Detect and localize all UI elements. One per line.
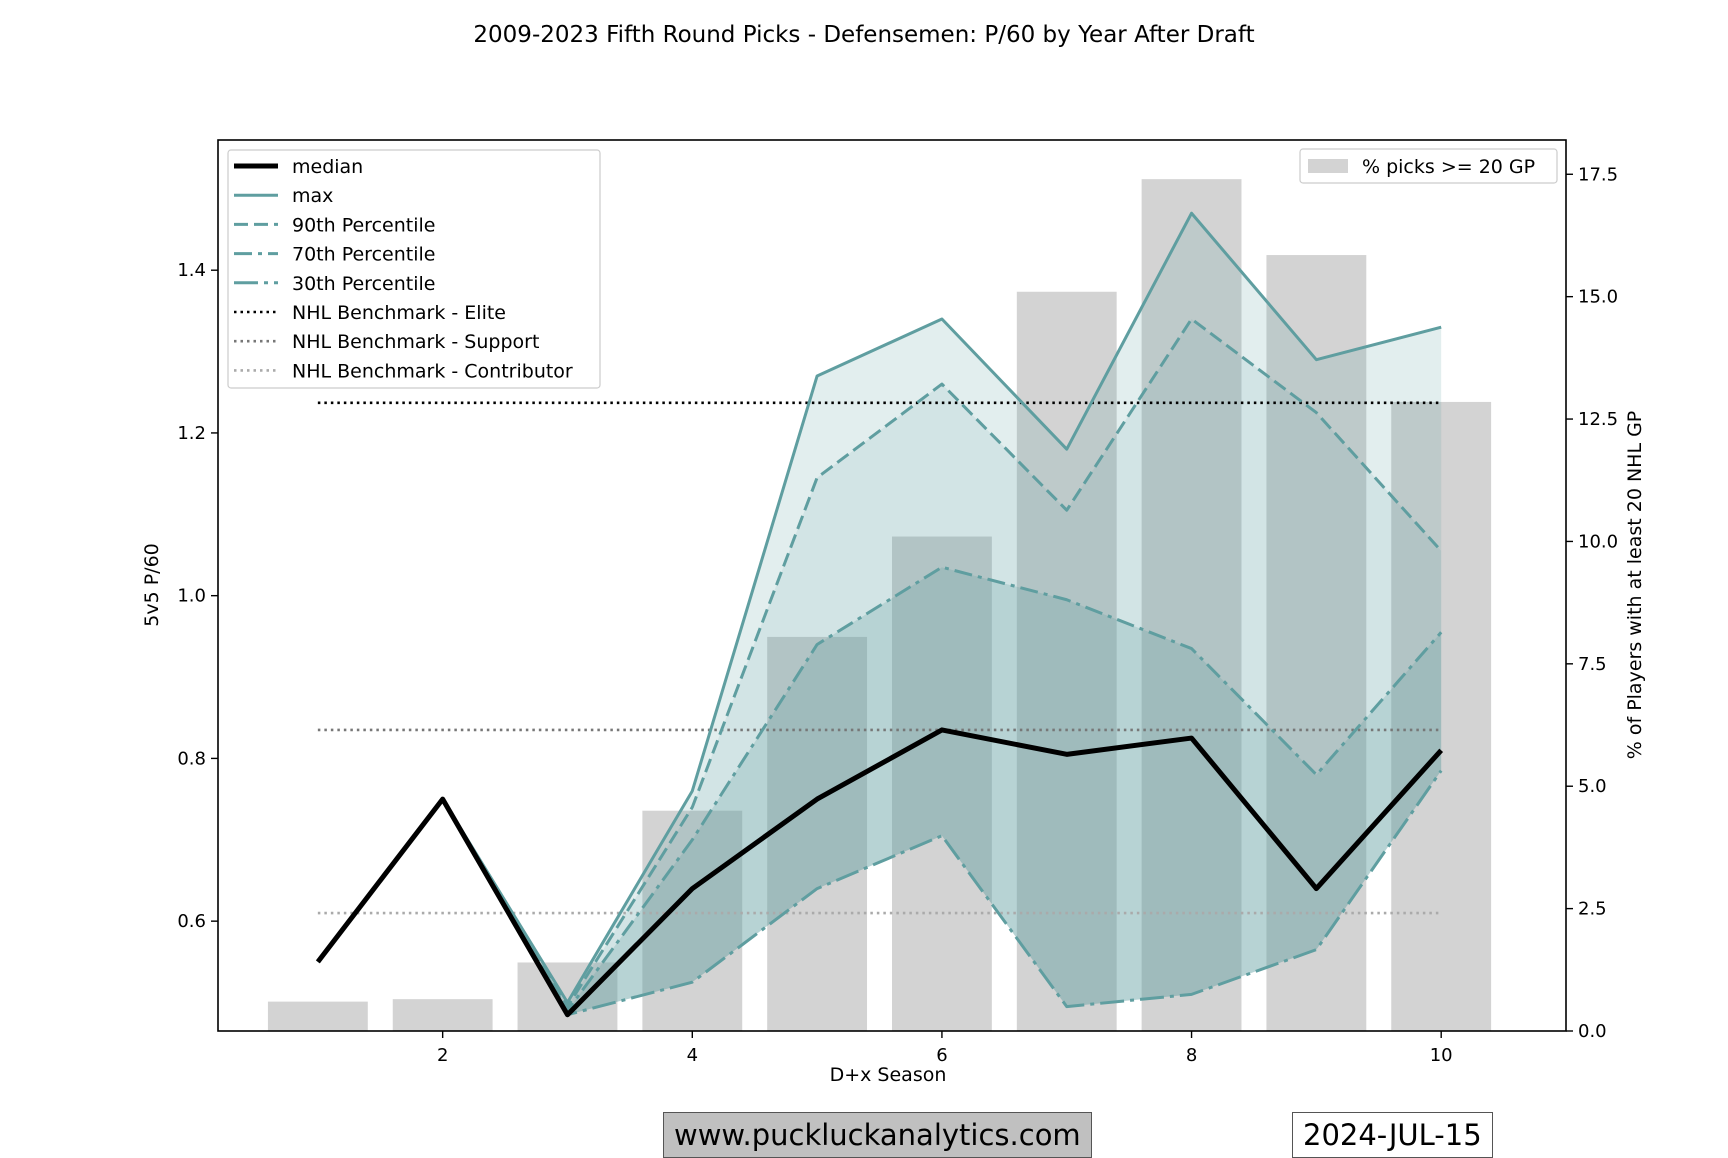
bars-layer	[267, 179, 1492, 1032]
y2-tick-label-3: 7.5	[1578, 654, 1607, 675]
x-tick-label-8: 8	[1186, 1045, 1197, 1066]
legend-swatch-bars	[1308, 159, 1348, 173]
bar-8	[1141, 179, 1242, 1031]
benchmarks-layer	[317, 401, 1442, 915]
legend-label-nhl-benchmark-elite: NHL Benchmark - Elite	[292, 302, 506, 324]
x-tick-label-6: 6	[936, 1045, 947, 1066]
legend-right-box	[1299, 148, 1558, 184]
y-tick-label-2: 1.0	[177, 586, 206, 607]
y-tick-label-0: 0.6	[177, 911, 206, 932]
y2-tick-label-0: 0.0	[1578, 1021, 1607, 1042]
chart-title: 2009-2023 Fifth Round Picks - Defensemen…	[473, 22, 1254, 48]
bar-10	[1391, 401, 1492, 1032]
series-median	[315, 727, 1444, 1018]
legend-left: median max 90th Percentile 70th Percentile 3…	[227, 149, 601, 389]
band-2	[317, 319, 1442, 1011]
legend-label-nhl-benchmark-contributor: NHL Benchmark - Contributor	[292, 360, 573, 382]
bar-3	[517, 962, 618, 1031]
y2-tick-label-1: 2.5	[1578, 899, 1607, 920]
legend-left-box	[227, 149, 601, 389]
lines-layer	[315, 211, 1444, 1018]
series-70th-percentile	[316, 565, 1443, 1013]
website-label: www.puckluckanalytics.com	[663, 1112, 1092, 1158]
axes-layer: 2 4 6 8 10 0.6 0.8 1.0 1.2 1.4 0.0 2.5 5.0 7.5 10.0 12.…	[177, 139, 1618, 1066]
legend-right: % picks >= 20 GP	[1299, 148, 1558, 184]
band-3	[317, 567, 1442, 1015]
x-tick-label-10: 10	[1430, 1045, 1453, 1066]
x-tick-label-4: 4	[687, 1045, 698, 1066]
y2-axis-label: % of Players with at least 20 NHL GP	[1624, 411, 1646, 760]
date-label: 2024-JUL-15	[1292, 1112, 1493, 1158]
bar-5	[767, 636, 868, 1031]
legend-label-median: median	[292, 156, 363, 178]
bar-6	[892, 536, 992, 1031]
y-axis-label: 5v5 P/60	[141, 543, 163, 627]
y2-tick-label-2: 5.0	[1578, 776, 1607, 797]
y-tick-label-3: 1.2	[177, 423, 206, 444]
y-tick-label-1: 0.8	[177, 748, 206, 769]
legend-label-30th-percentile: 30th Percentile	[292, 273, 435, 295]
bar-1	[267, 1001, 368, 1031]
y-tick-label-4: 1.4	[177, 260, 206, 281]
legend-label-90th-percentile: 90th Percentile	[292, 214, 435, 236]
y2-tick-label-7: 17.5	[1578, 164, 1618, 185]
x-tick-label-2: 2	[437, 1045, 448, 1066]
legend-label-max: max	[292, 185, 333, 207]
fills-layer	[317, 213, 1442, 1015]
legend-label-nhl-benchmark-support: NHL Benchmark - Support	[292, 331, 539, 353]
y2-tick-label-5: 12.5	[1578, 409, 1618, 430]
band-1	[317, 213, 1442, 1007]
x-axis-label: D+x Season	[830, 1064, 947, 1086]
legend-label-bars: % picks >= 20 GP	[1362, 156, 1535, 178]
plot-frame	[217, 139, 1567, 1032]
legend-label-70th-percentile: 70th Percentile	[292, 244, 435, 266]
bar-2	[392, 999, 493, 1031]
y2-tick-label-4: 10.0	[1578, 531, 1618, 552]
y2-tick-label-6: 15.0	[1578, 287, 1618, 308]
